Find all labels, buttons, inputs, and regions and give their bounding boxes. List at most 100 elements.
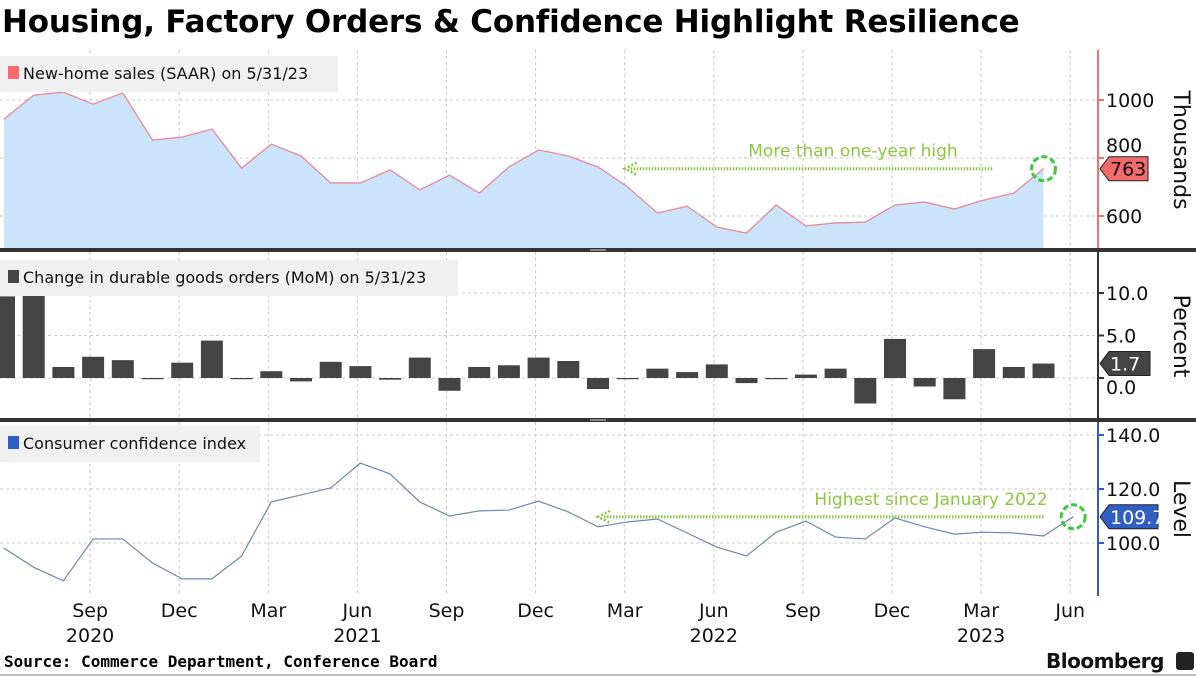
consumer-confidence-point bbox=[241, 555, 243, 557]
y-tick-label: 800 bbox=[1106, 135, 1142, 157]
y-tick-label: 100.0 bbox=[1106, 533, 1160, 555]
home-sales-point bbox=[1043, 168, 1044, 170]
panel-resize-handle bbox=[590, 249, 606, 251]
consumer-confidence-point bbox=[716, 546, 718, 548]
home-sales-point bbox=[894, 204, 896, 206]
durable-goods-bar bbox=[0, 296, 15, 378]
home-sales-point bbox=[538, 149, 540, 151]
durable-goods-bar bbox=[438, 378, 461, 391]
last-value-tag bbox=[1099, 351, 1151, 377]
consumer-confidence-point bbox=[270, 501, 272, 503]
legend-box bbox=[0, 56, 338, 92]
home-sales-point bbox=[864, 221, 866, 223]
panel-resize-handle bbox=[590, 419, 606, 421]
annotation-highlight-circle bbox=[1059, 503, 1087, 531]
consumer-confidence-point bbox=[538, 500, 540, 502]
durable-goods-bar bbox=[82, 356, 105, 378]
y-axis-title: Level bbox=[1168, 480, 1193, 538]
home-sales-point bbox=[300, 155, 302, 157]
durable-goods-bar bbox=[735, 378, 758, 384]
home-sales-point bbox=[3, 118, 5, 120]
x-tick-label: Mar bbox=[250, 600, 286, 622]
annotation-arrowhead-icon bbox=[621, 161, 638, 176]
consumer-confidence-point bbox=[181, 578, 183, 580]
consumer-confidence-point bbox=[449, 515, 450, 517]
annotation-arrowhead-icon bbox=[595, 509, 611, 524]
home-sales-point bbox=[805, 225, 807, 227]
consumer-confidence-point bbox=[33, 566, 35, 568]
home-sales-point bbox=[389, 169, 391, 171]
consumer-confidence-point bbox=[686, 532, 688, 534]
y-axis-title: Thousands bbox=[1168, 89, 1193, 209]
consumer-confidence-point bbox=[419, 501, 421, 503]
x-tick-label: Dec bbox=[517, 600, 554, 622]
x-tick-label: Dec bbox=[874, 600, 911, 622]
y-tick-label: 120.0 bbox=[1106, 479, 1160, 501]
y-tick-label: 140.0 bbox=[1106, 425, 1160, 447]
durable-goods-bar bbox=[349, 366, 372, 378]
y-tick-label: 600 bbox=[1106, 206, 1142, 228]
chart-title: Housing, Factory Orders & Confidence Hig… bbox=[2, 4, 1020, 40]
consumer-confidence-point bbox=[656, 518, 658, 520]
consumer-confidence-point bbox=[92, 538, 94, 540]
durable-goods-bar bbox=[230, 378, 253, 380]
consumer-confidence-point bbox=[300, 494, 302, 496]
durable-goods-bar bbox=[1032, 363, 1055, 378]
durable-goods-bar bbox=[171, 362, 194, 378]
consumer-confidence-point bbox=[478, 510, 480, 512]
x-tick-year-label: 2023 bbox=[957, 625, 1005, 647]
annotation-text: Highest since January 2022 bbox=[814, 490, 1047, 510]
y-tick-label: 5.0 bbox=[1106, 326, 1136, 348]
home-sales-point bbox=[953, 208, 955, 210]
x-tick-year-label: 2021 bbox=[333, 625, 381, 647]
consumer-confidence-point bbox=[152, 562, 153, 564]
home-sales-point bbox=[686, 205, 688, 207]
durable-goods-bar bbox=[854, 378, 877, 404]
durable-goods-bar bbox=[408, 357, 431, 378]
consumer-confidence-point bbox=[864, 538, 866, 540]
x-tick-label: Jun bbox=[1054, 600, 1085, 622]
durable-goods-bar bbox=[616, 378, 639, 380]
last-value-tag bbox=[1099, 504, 1159, 530]
durable-goods-bar bbox=[497, 365, 520, 378]
source-note: Source: Commerce Department, Conference … bbox=[4, 652, 438, 671]
consumer-confidence-point bbox=[211, 578, 213, 580]
durable-goods-bar bbox=[260, 371, 283, 378]
legend-swatch bbox=[8, 436, 19, 449]
durable-goods-bar bbox=[290, 378, 312, 382]
home-sales-point bbox=[211, 128, 213, 130]
bloomberg-logo: Bloomberg bbox=[1046, 649, 1164, 673]
home-sales-point bbox=[122, 92, 124, 94]
home-sales-point bbox=[746, 232, 747, 234]
x-tick-year-label: 2022 bbox=[690, 625, 738, 647]
consumer-confidence-point bbox=[3, 547, 5, 549]
consumer-confidence-point bbox=[389, 473, 391, 475]
durable-goods-bar bbox=[824, 368, 847, 378]
home-sales-point bbox=[419, 189, 421, 191]
durable-goods-bar bbox=[468, 366, 491, 378]
durable-goods-bar bbox=[587, 378, 609, 390]
consumer-confidence-point bbox=[1072, 516, 1074, 518]
y-tick-label: 10.0 bbox=[1106, 283, 1148, 305]
x-tick-label: Jun bbox=[342, 600, 373, 622]
legend-label: New-home sales (SAAR) on 5/31/23 bbox=[23, 64, 308, 83]
durable-goods-bar bbox=[794, 374, 817, 378]
durable-goods-bar bbox=[973, 349, 996, 378]
durable-goods-bar bbox=[913, 378, 936, 387]
durable-goods-bar bbox=[557, 361, 580, 378]
x-tick-label: Dec bbox=[161, 600, 198, 622]
x-tick-label: Sep bbox=[72, 600, 108, 622]
home-sales-point bbox=[270, 143, 272, 145]
home-sales-point bbox=[152, 139, 153, 141]
consumer-confidence-point bbox=[924, 526, 926, 528]
durable-goods-bar bbox=[52, 366, 75, 378]
durable-goods-bar bbox=[705, 364, 728, 378]
consumer-confidence-point bbox=[122, 538, 124, 540]
home-sales-point bbox=[1013, 192, 1015, 194]
durable-goods-bar bbox=[884, 338, 906, 378]
x-tick-label: Sep bbox=[785, 600, 821, 622]
legend-label: Change in durable goods orders (MoM) on … bbox=[23, 268, 426, 287]
home-sales-point bbox=[181, 136, 183, 138]
legend-box bbox=[0, 426, 260, 462]
home-sales-point bbox=[716, 226, 718, 228]
